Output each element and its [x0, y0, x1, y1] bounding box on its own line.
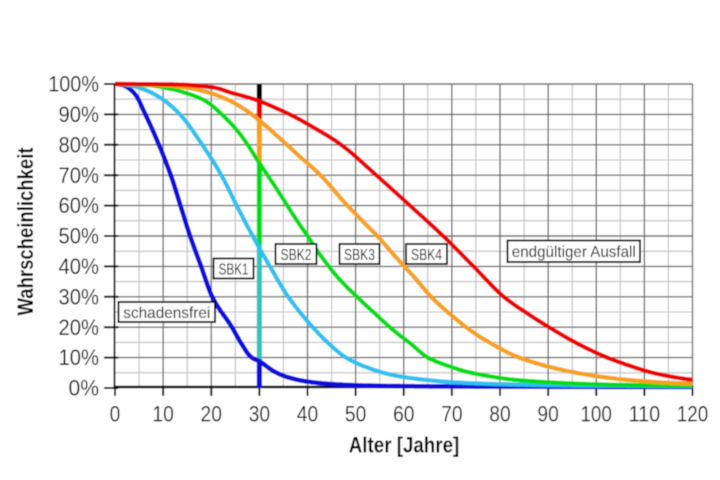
svg-text:20: 20 [201, 402, 222, 427]
svg-text:50%: 50% [59, 224, 100, 249]
svg-text:90%: 90% [59, 102, 100, 127]
svg-text:10%: 10% [59, 345, 100, 370]
svg-text:schadensfrei: schadensfrei [123, 305, 210, 322]
svg-text:70%: 70% [59, 163, 100, 188]
svg-text:0%: 0% [69, 376, 100, 401]
svg-text:20%: 20% [59, 315, 100, 340]
svg-text:SBK4: SBK4 [411, 247, 442, 264]
svg-text:80: 80 [489, 402, 510, 427]
svg-text:60%: 60% [59, 193, 100, 218]
svg-text:110: 110 [629, 402, 661, 427]
svg-text:SBK1: SBK1 [219, 262, 249, 279]
svg-text:50: 50 [345, 402, 366, 427]
svg-text:40%: 40% [59, 254, 100, 279]
svg-text:100: 100 [580, 402, 612, 427]
svg-text:Alter [Jahre]: Alter [Jahre] [349, 433, 460, 458]
svg-text:100%: 100% [48, 72, 99, 97]
svg-text:120: 120 [677, 402, 709, 427]
svg-text:endgültiger Ausfall: endgültiger Ausfall [512, 244, 636, 261]
svg-text:0: 0 [110, 402, 121, 427]
svg-text:80%: 80% [59, 132, 100, 157]
svg-text:30%: 30% [59, 284, 100, 309]
svg-text:60: 60 [393, 402, 414, 427]
svg-text:30: 30 [249, 402, 270, 427]
svg-text:10: 10 [152, 402, 173, 427]
svg-text:Wahrscheinlichkeit: Wahrscheinlichkeit [13, 147, 38, 316]
svg-text:90: 90 [537, 402, 558, 427]
svg-text:70: 70 [441, 402, 462, 427]
svg-text:SBK2: SBK2 [281, 247, 312, 264]
svg-text:40: 40 [297, 402, 318, 427]
svg-text:SBK3: SBK3 [344, 247, 375, 264]
